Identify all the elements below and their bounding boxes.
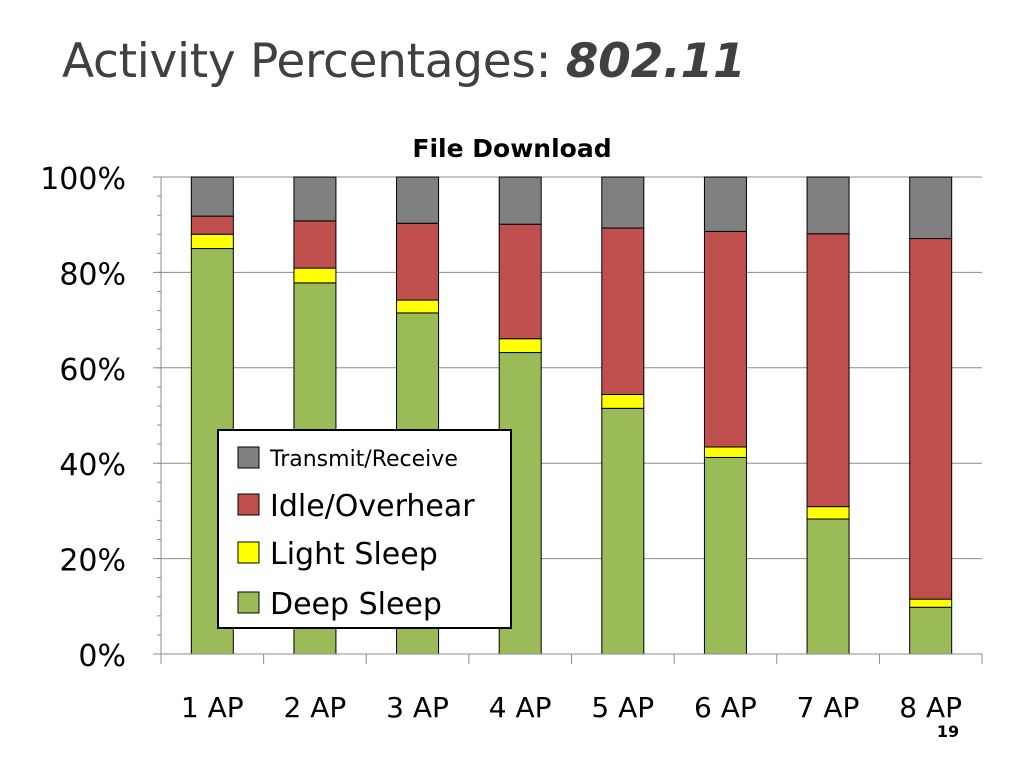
slide-title-emphasis: 802.11 <box>565 34 746 89</box>
bar-segment-idle-overhear <box>190 215 234 235</box>
legend-box <box>217 429 512 629</box>
y-tick-label: 20% <box>59 544 126 579</box>
bar-segment-light-sleep <box>190 233 234 250</box>
bar-segment-deep-sleep <box>909 606 953 655</box>
bar-segment-light-sleep <box>909 598 953 608</box>
legend-swatch <box>237 591 260 614</box>
x-tick-label: 1 AP <box>181 691 244 724</box>
bar-segment-transmit-receive <box>293 176 337 222</box>
bar-segment-transmit-receive <box>703 176 747 232</box>
legend-label: Deep Sleep <box>270 587 442 622</box>
slide-title: Activity Percentages: 802.11 <box>62 34 746 89</box>
y-tick-label: 40% <box>59 448 126 483</box>
bar-segment-transmit-receive <box>396 176 440 224</box>
bar-segment-light-sleep <box>806 506 850 520</box>
bar-segment-deep-sleep <box>703 456 747 655</box>
bar-segment-idle-overhear <box>293 220 337 269</box>
x-tick-label: 6 AP <box>694 691 757 724</box>
bar-segment-transmit-receive <box>909 176 953 240</box>
bar-segment-light-sleep <box>498 338 542 354</box>
bar-segment-light-sleep <box>703 446 747 458</box>
bar-segment-light-sleep <box>601 394 645 409</box>
x-tick-label: 8 AP <box>899 691 962 724</box>
y-tick-label: 60% <box>59 353 126 388</box>
bar-segment-idle-overhear <box>806 233 850 508</box>
x-tick-label: 7 AP <box>797 691 860 724</box>
bar-segment-transmit-receive <box>498 176 542 225</box>
bar-segment-transmit-receive <box>601 176 645 229</box>
legend-label: Idle/Overhear <box>270 489 475 524</box>
x-tick-label: 5 AP <box>591 691 654 724</box>
y-tick-label: 80% <box>59 257 126 292</box>
slide-title-main: Activity Percentages: <box>62 34 566 89</box>
x-tick-label: 4 AP <box>489 691 552 724</box>
y-tick-label: 0% <box>78 639 126 674</box>
legend-label: Light Sleep <box>270 537 438 572</box>
bar-segment-transmit-receive <box>190 176 234 217</box>
bar-segment-transmit-receive <box>806 176 850 235</box>
x-tick-label: 2 AP <box>284 691 347 724</box>
bar-segment-idle-overhear <box>601 227 645 396</box>
legend-swatch <box>237 493 260 516</box>
bar-segment-idle-overhear <box>396 222 440 301</box>
bar-segment-deep-sleep <box>806 518 850 655</box>
bar-segment-deep-sleep <box>601 407 645 655</box>
chart-title: File Download <box>412 134 611 163</box>
x-tick-label: 3 AP <box>386 691 449 724</box>
axes: 0% 20% 40% 60% 80% 100% 1 AP 2 AP 3 AP 4 AP 5 AP 6 … <box>40 162 983 724</box>
bar-segment-light-sleep <box>293 267 337 284</box>
bar-segment-light-sleep <box>396 299 440 314</box>
legend-label: Transmit/Receive <box>269 447 458 472</box>
slide-number: 19 <box>936 722 960 741</box>
legend: Transmit/Receive Idle/Overhear Light Sleep… <box>217 429 512 629</box>
bar-segment-idle-overhear <box>909 238 953 600</box>
legend-swatch <box>237 446 260 469</box>
bar-segment-idle-overhear <box>703 230 747 448</box>
bar-segment-idle-overhear <box>498 223 542 340</box>
legend-swatch <box>237 541 260 564</box>
y-tick-label: 100% <box>40 162 126 197</box>
